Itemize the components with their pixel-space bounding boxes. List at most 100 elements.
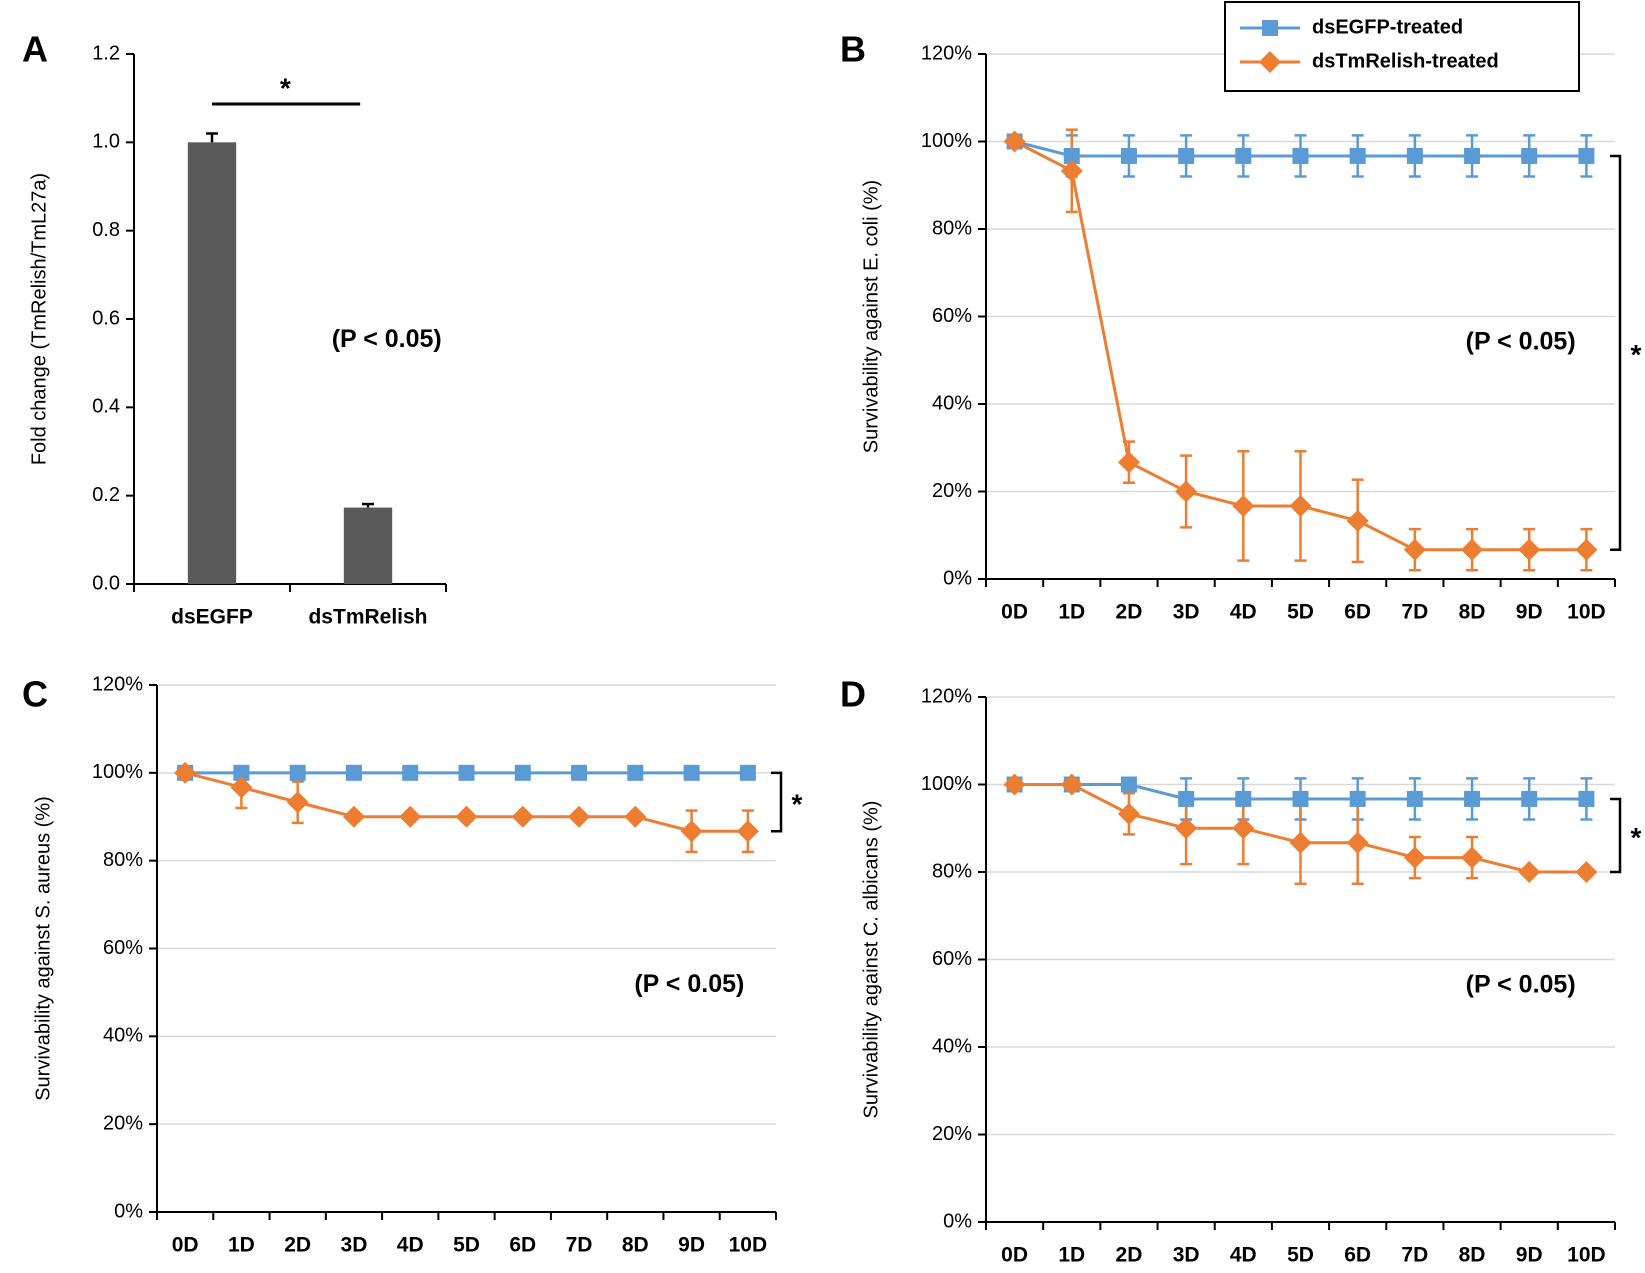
marker <box>1464 790 1481 807</box>
marker <box>399 805 422 828</box>
marker <box>1117 802 1140 825</box>
x-tick-label: 7D <box>566 1234 593 1257</box>
marker <box>1461 846 1484 869</box>
marker <box>1349 790 1366 807</box>
x-tick-label: 4D <box>1230 601 1257 624</box>
y-tick-label: 0.2 <box>92 484 120 506</box>
y-tick-label: 120% <box>921 685 972 707</box>
y-tick-label: 0% <box>943 1210 972 1232</box>
legend-label: dsTmRelish-treated <box>1312 50 1499 72</box>
marker <box>230 776 253 799</box>
y-axis-title: Survivability against E. coli (%) <box>860 180 882 453</box>
y-tick-label: 60% <box>932 305 972 327</box>
marker <box>1521 790 1538 807</box>
x-tick-label: 9D <box>678 1234 705 1257</box>
x-tick-label: 6D <box>1344 601 1371 624</box>
y-tick-label: 100% <box>921 773 972 795</box>
y-tick-label: 20% <box>932 1123 972 1145</box>
x-tick-label: 6D <box>509 1234 536 1257</box>
marker <box>1060 159 1083 182</box>
x-tick-label: dsTmRelish <box>308 606 427 629</box>
significance-mark: * <box>792 788 803 819</box>
marker <box>1120 147 1137 164</box>
y-tick-label: 80% <box>932 217 972 239</box>
y-tick-label: 1.0 <box>92 131 120 153</box>
legend-marker <box>1259 51 1281 73</box>
y-tick-label: 20% <box>103 1112 143 1134</box>
bar <box>187 142 237 585</box>
x-tick-label: 0D <box>172 1234 199 1257</box>
marker <box>1518 538 1541 561</box>
x-tick-label: 10D <box>729 1234 768 1257</box>
x-tick-label: 1D <box>1058 1244 1085 1267</box>
x-tick-label: 3D <box>341 1234 368 1257</box>
marker <box>174 761 197 784</box>
marker <box>1403 538 1426 561</box>
marker <box>1063 147 1080 164</box>
significance-mark: * <box>280 72 291 103</box>
x-tick-label: 0D <box>1001 601 1028 624</box>
marker <box>1235 790 1252 807</box>
marker <box>1575 861 1598 883</box>
bar <box>343 507 393 584</box>
marker <box>1464 147 1481 164</box>
marker <box>1346 831 1369 854</box>
panel-label: A <box>22 29 48 70</box>
significance-bracket <box>771 771 783 833</box>
p-value-note: (P < 0.05) <box>332 325 442 353</box>
x-tick-label: 2D <box>284 1234 311 1257</box>
y-tick-label: 120% <box>921 42 972 64</box>
x-tick-label: 8D <box>1459 601 1486 624</box>
marker <box>1518 861 1541 883</box>
marker <box>342 805 365 828</box>
marker <box>514 764 531 781</box>
x-tick-label: 3D <box>1173 601 1200 624</box>
marker <box>1578 147 1595 164</box>
marker <box>1232 494 1255 517</box>
marker <box>739 764 756 781</box>
y-tick-label: 1.2 <box>92 42 120 64</box>
marker <box>1175 480 1198 503</box>
marker <box>1292 790 1309 807</box>
x-tick-label: 2D <box>1116 1244 1143 1267</box>
y-tick-label: 80% <box>932 860 972 882</box>
significance-mark: * <box>1631 822 1642 853</box>
marker <box>1461 538 1484 561</box>
marker <box>402 764 419 781</box>
marker <box>286 791 309 814</box>
panel-label: C <box>22 674 48 715</box>
x-tick-label: 6D <box>1344 1244 1371 1267</box>
x-tick-label: 5D <box>1287 1244 1314 1267</box>
marker <box>1120 776 1137 793</box>
marker <box>233 764 250 781</box>
x-tick-label: 10D <box>1567 601 1606 624</box>
y-tick-label: 0% <box>943 567 972 589</box>
x-tick-label: 2D <box>1116 601 1143 624</box>
legend-label: dsEGFP-treated <box>1312 16 1463 38</box>
legend-marker <box>1262 20 1278 36</box>
marker <box>680 820 703 843</box>
p-value-note: (P < 0.05) <box>1466 970 1576 998</box>
significance-bracket <box>1610 154 1622 551</box>
p-value-note: (P < 0.05) <box>634 970 744 998</box>
x-tick-label: 0D <box>1001 1244 1028 1267</box>
marker <box>1003 130 1026 153</box>
marker <box>1406 147 1423 164</box>
y-axis-title: Fold change (TmRelish/TmL27a) <box>28 173 50 465</box>
y-tick-label: 20% <box>932 480 972 502</box>
x-tick-label: 8D <box>1459 1244 1486 1267</box>
marker <box>1003 773 1026 796</box>
marker <box>1346 509 1369 532</box>
marker <box>511 805 534 828</box>
y-tick-label: 40% <box>103 1025 143 1047</box>
marker <box>458 764 475 781</box>
marker <box>1178 147 1195 164</box>
x-tick-label: 7D <box>1401 1244 1428 1267</box>
marker <box>289 764 306 781</box>
marker <box>1349 147 1366 164</box>
marker <box>1578 790 1595 807</box>
y-tick-label: 60% <box>932 948 972 970</box>
marker <box>568 805 591 828</box>
